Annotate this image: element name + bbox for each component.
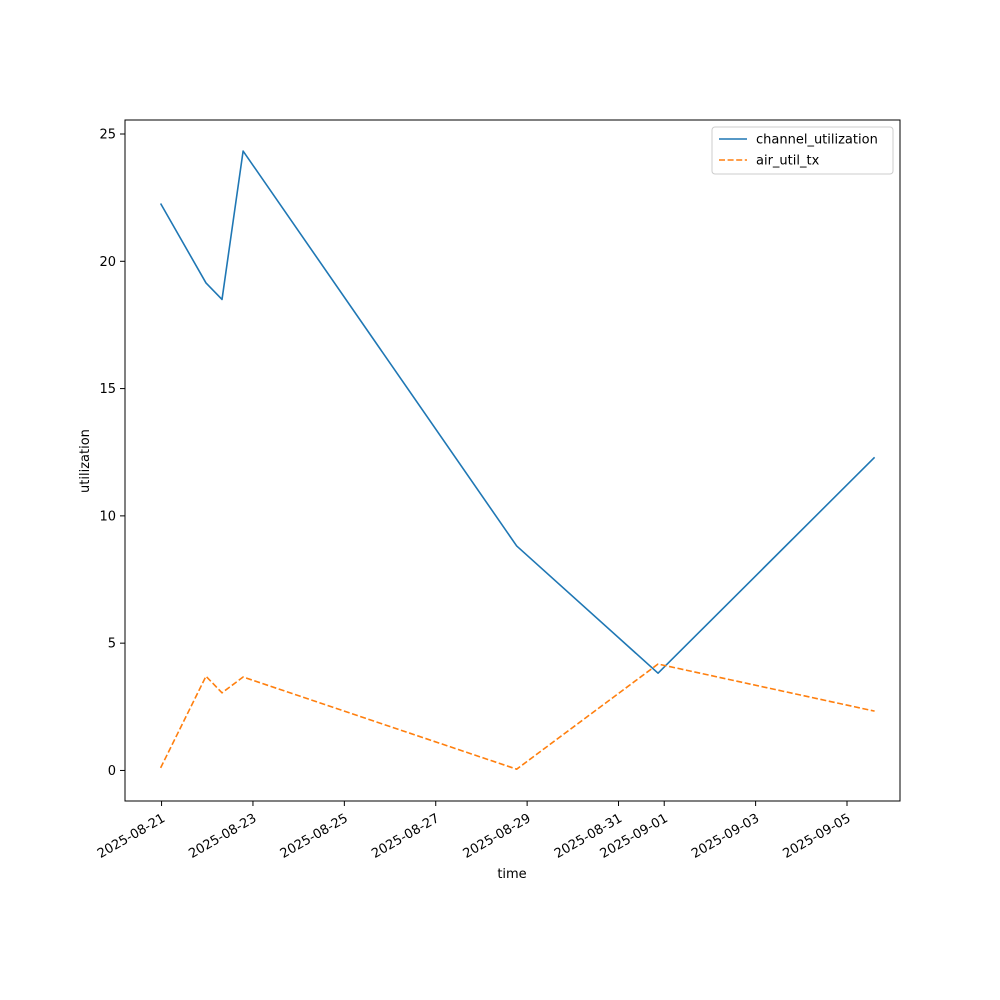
y-tick-label: 20	[99, 255, 116, 270]
y-tick-label: 5	[108, 637, 116, 652]
y-axis-label: utilization	[78, 429, 93, 493]
legend-label-channel-utilization: channel_utilization	[756, 133, 878, 148]
legend-box	[711, 126, 894, 175]
legend-label-air-util-tx: air_util_tx	[756, 154, 820, 169]
plot-frame	[124, 119, 901, 802]
series-layer	[159, 150, 876, 770]
legend: channel_utilization air_util_tx	[711, 126, 894, 175]
y-tick-label: 0	[108, 764, 116, 779]
y-tick-label: 10	[99, 509, 116, 524]
y-tick-label: 25	[99, 128, 116, 143]
y-axis: 0 5 10 15 20 25	[99, 128, 125, 779]
y-tick-label: 15	[99, 382, 116, 397]
series-line-air-util-tx	[159, 663, 875, 770]
x-axis-label: time	[497, 867, 526, 882]
series-line-channel-utilization	[159, 150, 876, 674]
